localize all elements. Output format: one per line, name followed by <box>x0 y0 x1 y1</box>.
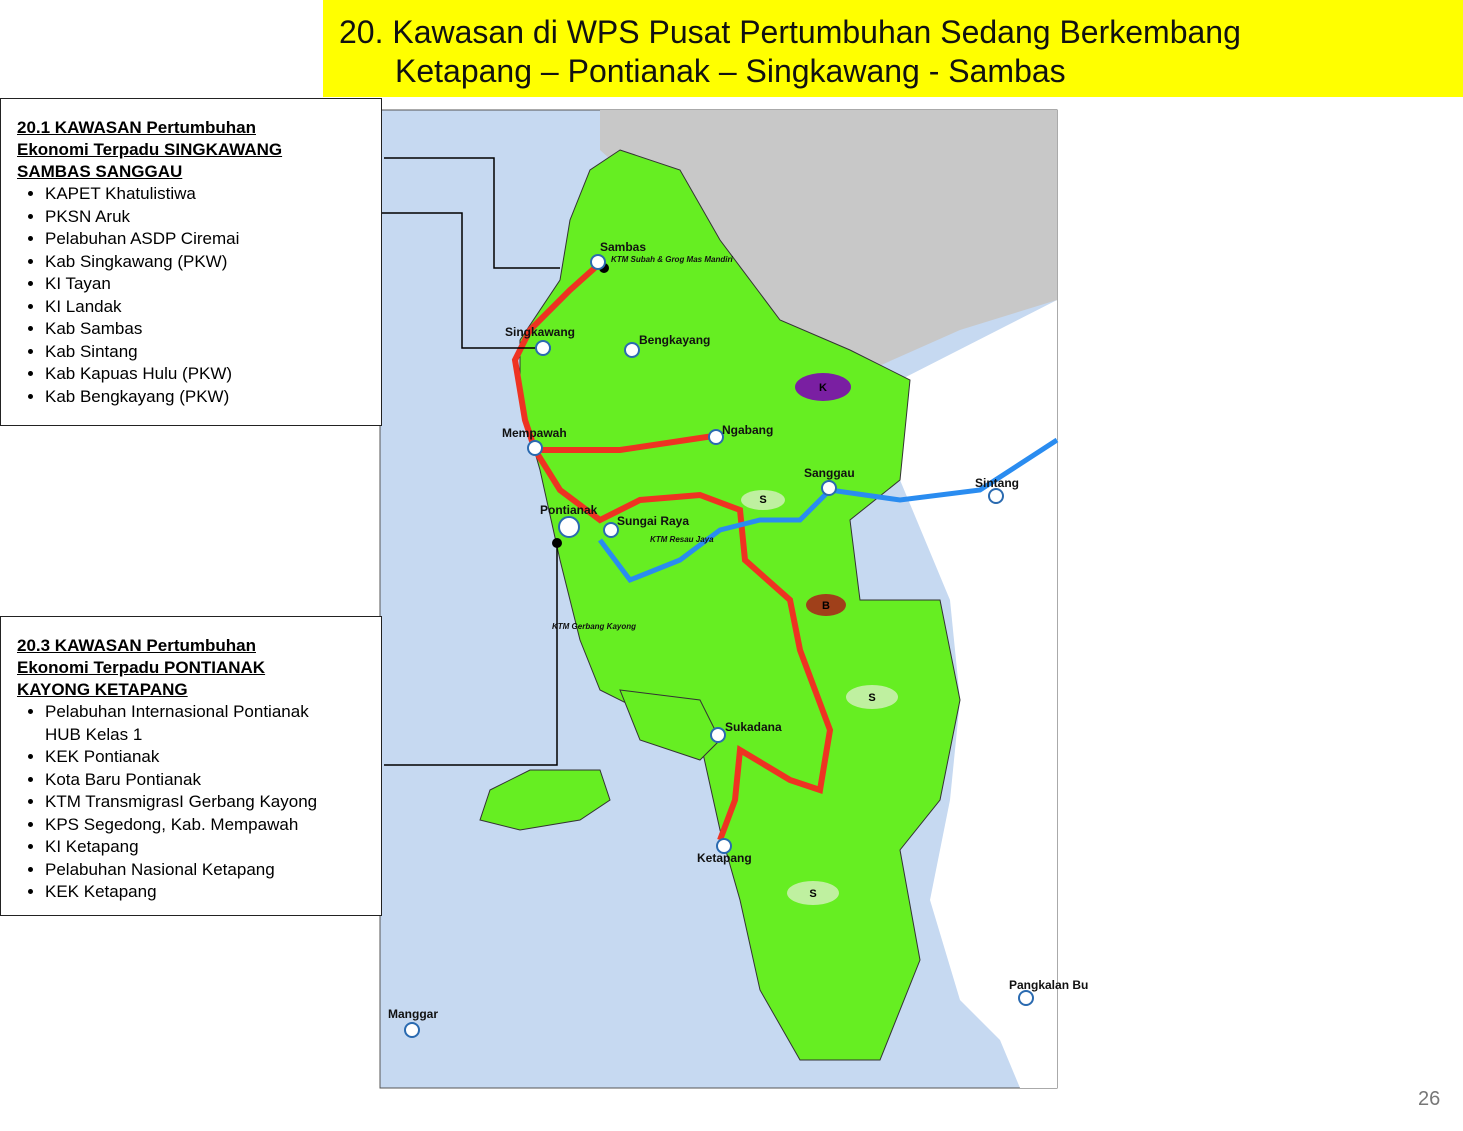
bullet-list: KAPET KhatulistiwaPKSN ArukPelabuhan ASD… <box>17 183 381 408</box>
city-marker <box>404 1022 420 1038</box>
bullet-item: Kab Kapuas Hulu (PKW) <box>45 363 345 386</box>
bullet-item: KI Landak <box>45 296 345 319</box>
bullet-item: Kota Baru Pontianak <box>45 769 345 792</box>
info-box: 20.3 KAWASAN Pertumbuhan Ekonomi Terpadu … <box>0 616 382 916</box>
title-line: Ketapang – Pontianak – Singkawang - Samb… <box>395 53 1066 89</box>
land-north <box>600 110 1057 370</box>
main-road <box>511 262 834 842</box>
title-number: 20. <box>339 14 384 50</box>
place-label: Bengkayang <box>639 333 710 347</box>
box-heading: 20.1 KAWASAN Pertumbuhan <box>17 118 256 137</box>
place-label: KTM Resau Jaya <box>650 535 714 544</box>
city-marker <box>988 488 1004 504</box>
city-marker <box>1018 990 1034 1006</box>
city-marker <box>624 342 640 358</box>
connector <box>378 212 546 349</box>
bullet-item: Kab Bengkayang (PKW) <box>45 386 345 409</box>
connector <box>384 543 558 766</box>
zone <box>741 490 785 510</box>
box-heading: Ekonomi Terpadu SINGKAWANG <box>17 140 283 159</box>
land-island <box>619 689 721 761</box>
city-marker <box>821 480 837 496</box>
river-kapuas <box>598 437 1059 584</box>
place-label: KTM Gerbang Kayong <box>552 622 636 631</box>
bullet-item: Pelabuhan Internasional Pontianak HUB Ke… <box>45 701 345 746</box>
box-heading: 20.3 KAWASAN Pertumbuhan <box>17 636 256 655</box>
city-marker <box>535 340 551 356</box>
zone <box>787 881 839 905</box>
main-road <box>535 432 721 453</box>
place-label: Pontianak <box>540 503 598 517</box>
zone-label: S <box>809 888 816 900</box>
zone-label: S <box>759 494 766 506</box>
city-marker <box>708 429 724 445</box>
place-label: Singkawang <box>505 325 575 339</box>
place-label: Sintang <box>975 476 1019 490</box>
bullet-item: Pelabuhan Nasional Ketapang <box>45 859 345 882</box>
bullet-item: KI Tayan <box>45 273 345 296</box>
place-label: Pangkalan Bu <box>1009 978 1088 992</box>
bullet-item: KPS Segedong, Kab. Mempawah <box>45 814 345 837</box>
place-label: Sambas <box>600 240 646 254</box>
zone <box>795 373 851 401</box>
zone-label: S <box>868 692 875 704</box>
box-heading: SAMBAS SANGGAU <box>17 162 183 181</box>
bullet-item: KEK Ketapang <box>45 881 345 904</box>
title-text: Kawasan di WPS Pusat Pertumbuhan Sedang … <box>392 14 1241 50</box>
bullet-item: KAPET Khatulistiwa <box>45 183 345 206</box>
title-banner: 20. Kawasan di WPS Pusat Pertumbuhan Sed… <box>323 0 1463 97</box>
bullet-item: KI Ketapang <box>45 836 345 859</box>
info-box: 20.1 KAWASAN Pertumbuhan Ekonomi Terpadu … <box>0 98 382 426</box>
bullet-item: Pelabuhan ASDP Ciremai <box>45 228 345 251</box>
box-heading: Ekonomi Terpadu PONTIANAK <box>17 658 266 677</box>
page-number: 26 <box>1418 1088 1441 1110</box>
bullet-item: KTM TransmigrasI Gerbang Kayong <box>45 791 345 814</box>
city-marker <box>558 516 580 538</box>
bullet-list: Pelabuhan Internasional Pontianak HUB Ke… <box>17 701 381 904</box>
box-heading: KAYONG KETAPANG <box>17 680 188 699</box>
bullet-item: Kab Sintang <box>45 341 345 364</box>
place-label: Ketapang <box>697 851 752 865</box>
bullet-item: KEK Pontianak <box>45 746 345 769</box>
zone-label: K <box>819 382 827 394</box>
city-marker <box>710 727 726 743</box>
title-line: 20. Kawasan di WPS Pusat Pertumbuhan Sed… <box>339 14 1241 51</box>
place-label: Mempawah <box>502 426 567 440</box>
place-label: Sanggau <box>804 466 855 480</box>
city-marker <box>527 440 543 456</box>
zone <box>806 594 846 616</box>
connector <box>384 157 560 269</box>
place-label: KTM Subah & Grog Mas Mandiri <box>611 255 734 264</box>
city-marker <box>603 522 619 538</box>
bullet-item: PKSN Aruk <box>45 206 345 229</box>
land-island <box>479 769 611 831</box>
zone-label: B <box>822 600 830 612</box>
city-marker <box>590 254 606 270</box>
connector-dot <box>552 538 562 548</box>
place-label: Sungai Raya <box>617 514 689 528</box>
bullet-item: Kab Singkawang (PKW) <box>45 251 345 274</box>
place-label: Sukadana <box>725 720 782 734</box>
place-label: Ngabang <box>722 423 773 437</box>
bullet-item: Kab Sambas <box>45 318 345 341</box>
zone <box>846 685 898 709</box>
city-marker <box>716 838 732 854</box>
place-label: Manggar <box>388 1007 438 1021</box>
